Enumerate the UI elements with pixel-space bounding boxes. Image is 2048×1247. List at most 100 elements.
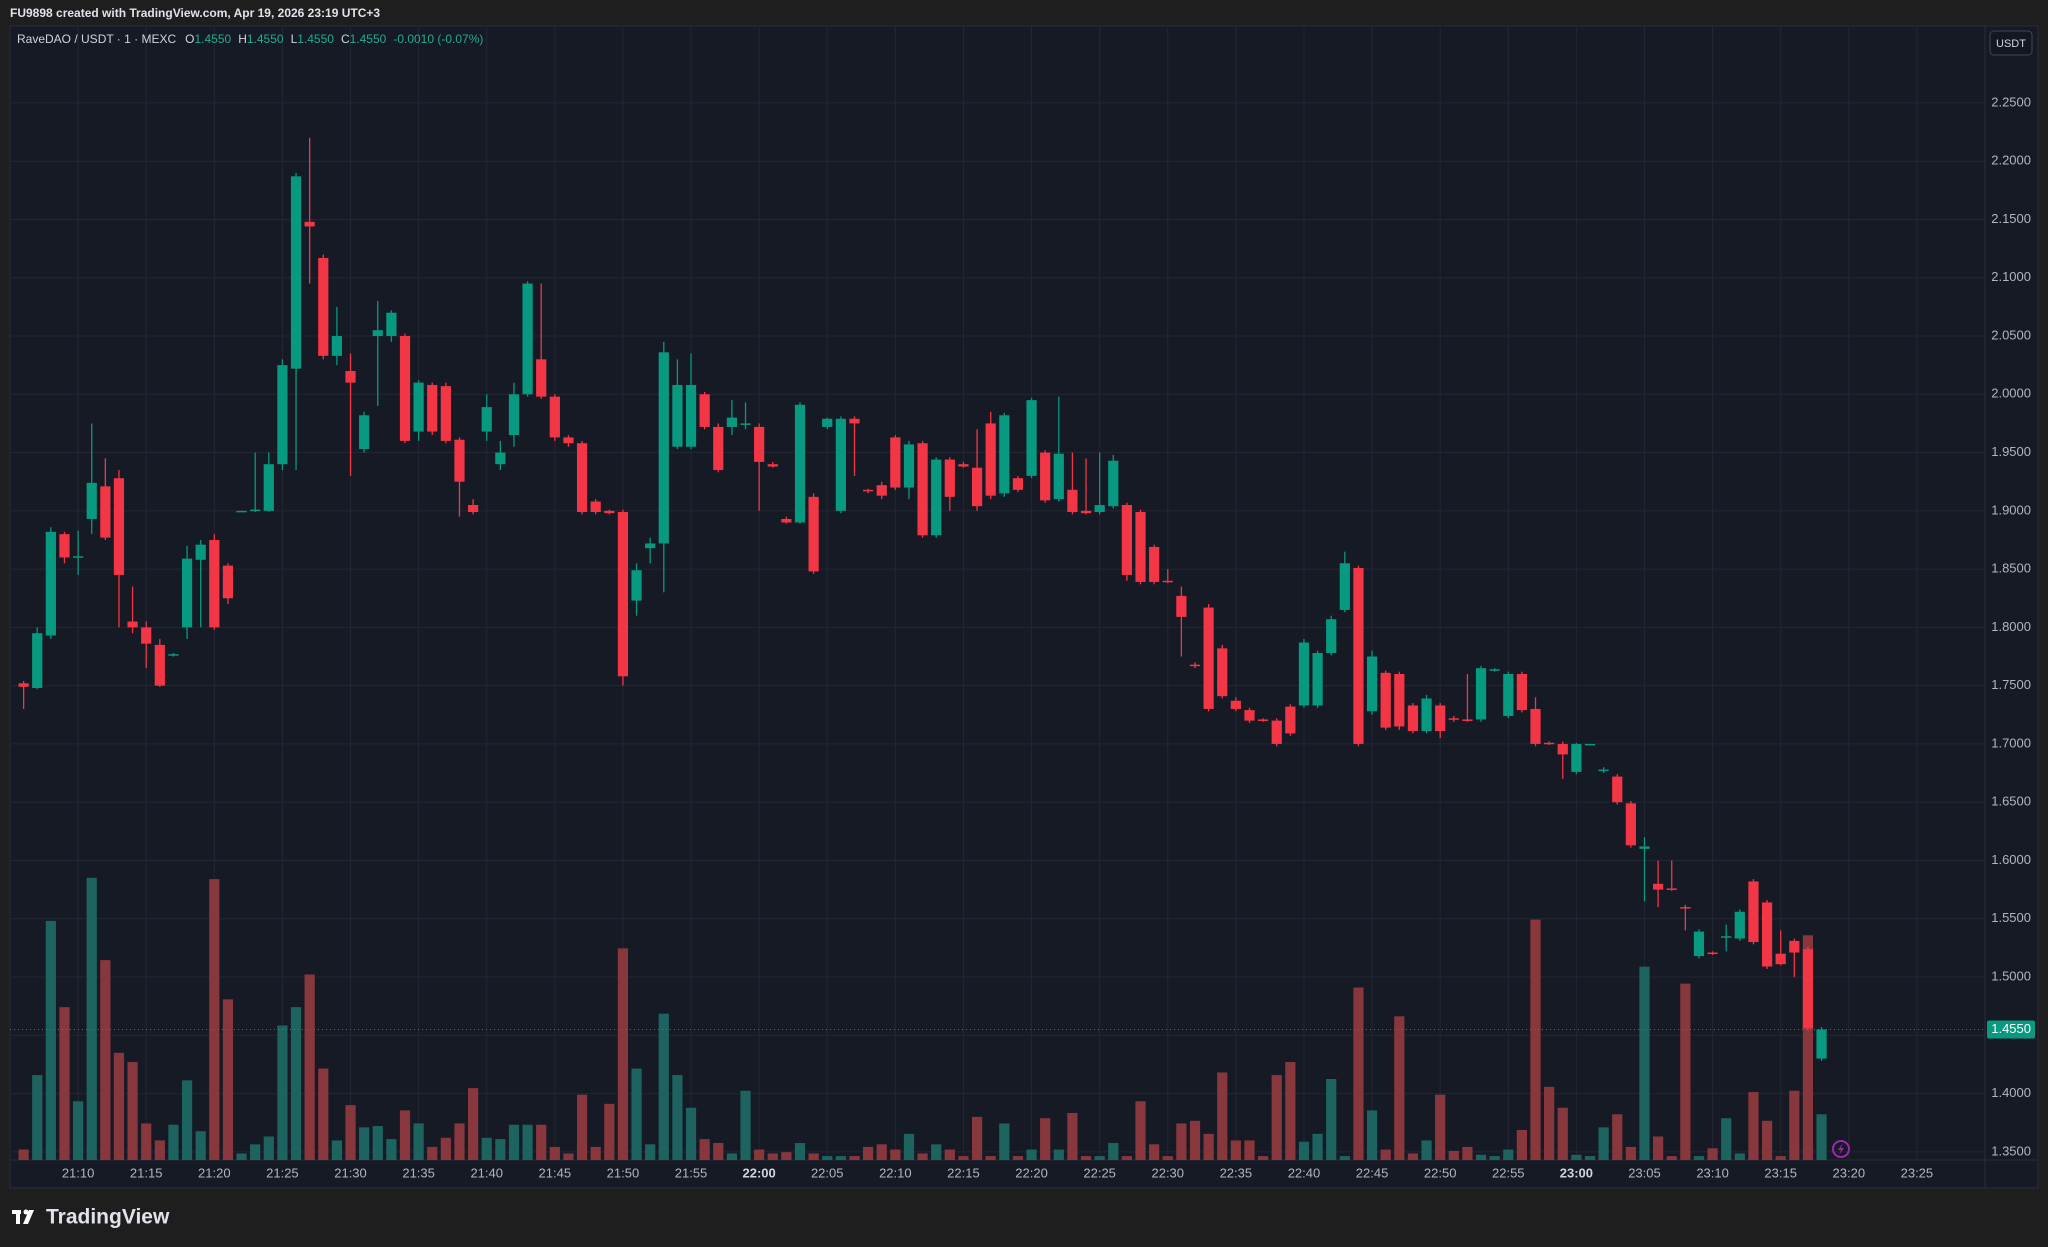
volume-bar — [440, 1137, 451, 1160]
candle-body — [1448, 718, 1459, 720]
x-tick-label: 22:00 — [743, 1165, 776, 1180]
legend-value: 1.4550 — [247, 32, 284, 46]
candle-body — [522, 283, 533, 395]
x-tick-label: 23:20 — [1833, 1165, 1866, 1180]
volume-bar — [345, 1105, 356, 1160]
candle-body — [794, 404, 806, 523]
candle-body — [413, 382, 424, 432]
volume-bar — [549, 1146, 560, 1160]
candle-body — [1094, 505, 1105, 512]
candle-body — [1612, 776, 1623, 803]
volume-bar — [1366, 1110, 1378, 1160]
legend-change: -0.0010 (-0.07%) — [393, 32, 483, 46]
volume-bar — [1789, 1090, 1800, 1160]
volume-bar — [1108, 1143, 1119, 1160]
volume-bar — [1530, 919, 1541, 1160]
volume-bar — [604, 1103, 615, 1160]
y-tick-label: 2.1500 — [1991, 211, 2031, 226]
volume-bar — [1135, 1101, 1146, 1160]
candle-body — [236, 510, 247, 513]
volume-bar — [250, 1144, 261, 1160]
candle-body — [427, 384, 438, 432]
x-tick-label: 23:00 — [1560, 1165, 1593, 1180]
volume-bar — [1516, 1129, 1528, 1160]
candle-body — [72, 556, 84, 558]
volume-bar — [1680, 983, 1691, 1160]
legend-value: 1.4550 — [350, 32, 387, 46]
y-tick-label: 1.3500 — [1991, 1143, 2031, 1158]
logo-part — [23, 1209, 29, 1215]
candle-body — [1244, 710, 1255, 721]
volume-bar — [209, 879, 220, 1160]
candle-body — [685, 384, 697, 447]
volume-bar — [1571, 1154, 1582, 1160]
candle-body — [1721, 936, 1732, 938]
candle-body — [359, 415, 370, 450]
candle-body — [1407, 705, 1419, 732]
candle-body — [1571, 743, 1582, 772]
currency-button[interactable] — [1989, 30, 2033, 56]
logo-part — [23, 1210, 34, 1224]
y-tick-label: 2.2000 — [1991, 153, 2031, 168]
volume-bar — [154, 1140, 165, 1160]
volume-bar — [794, 1143, 806, 1160]
y-tick-label: 2.1000 — [1991, 269, 2031, 284]
legend-value: 1.4550 — [194, 32, 231, 46]
volume-bar — [1625, 1146, 1636, 1160]
y-tick-label: 2.0000 — [1991, 386, 2031, 401]
candle-body — [754, 426, 765, 462]
candle-body — [304, 221, 315, 227]
candle-body — [726, 417, 738, 427]
candle-body — [944, 459, 955, 497]
legend-value: 1.4550 — [297, 32, 334, 46]
candle-body — [1789, 940, 1800, 953]
candle-body — [331, 336, 343, 356]
volume-bar — [72, 1101, 84, 1160]
candle-body — [1775, 953, 1786, 965]
y-tick-label: 1.4000 — [1991, 1085, 2031, 1100]
x-tick-label: 21:20 — [198, 1165, 231, 1180]
candle-body — [1421, 698, 1432, 732]
volume-bar — [1149, 1144, 1160, 1160]
candle-body — [1121, 505, 1133, 575]
volume-bar — [1707, 1148, 1718, 1160]
y-tick-label: 1.5500 — [1991, 910, 2031, 925]
alert-icon[interactable] — [1832, 1140, 1850, 1158]
x-tick-label: 23:10 — [1696, 1165, 1729, 1180]
candle-body — [958, 464, 969, 467]
y-tick-label: 1.9500 — [1991, 444, 2031, 459]
currency-button-label[interactable]: USDT — [1996, 38, 2026, 50]
candle-body — [1693, 931, 1705, 957]
volume-bar — [1026, 1149, 1037, 1160]
volume-bar — [672, 1075, 683, 1160]
candle-body — [495, 452, 506, 465]
x-tick-label: 23:15 — [1764, 1165, 1797, 1180]
candle-body — [32, 633, 43, 688]
volume-bar — [1503, 1149, 1514, 1160]
candle-body — [1080, 510, 1092, 514]
candle-body — [971, 467, 983, 507]
x-tick-label: 22:25 — [1083, 1165, 1116, 1180]
x-tick-label: 23:05 — [1628, 1165, 1661, 1180]
candle-body — [1380, 672, 1391, 728]
candle-body — [1530, 708, 1541, 744]
volume-bar — [1080, 1156, 1092, 1160]
legend-key: L — [291, 32, 298, 46]
volume-bar — [931, 1144, 942, 1160]
volume-bar — [59, 1007, 70, 1160]
volume-bar — [1557, 1107, 1568, 1160]
volume-bar — [713, 1143, 724, 1160]
volume-bar — [1394, 1016, 1405, 1160]
volume-bar — [32, 1075, 43, 1160]
volume-bar — [876, 1144, 887, 1160]
volume-bar — [1053, 1149, 1064, 1160]
candle-body — [1584, 743, 1596, 746]
last-price-box — [1987, 1020, 2035, 1039]
candle-body — [1149, 546, 1160, 582]
volume-bar — [1584, 1156, 1596, 1160]
candle-body — [127, 621, 138, 628]
y-tick-label: 1.9000 — [1991, 502, 2031, 517]
volume-bar — [522, 1124, 533, 1160]
candle-body — [1625, 803, 1636, 846]
volume-bar — [685, 1107, 697, 1160]
